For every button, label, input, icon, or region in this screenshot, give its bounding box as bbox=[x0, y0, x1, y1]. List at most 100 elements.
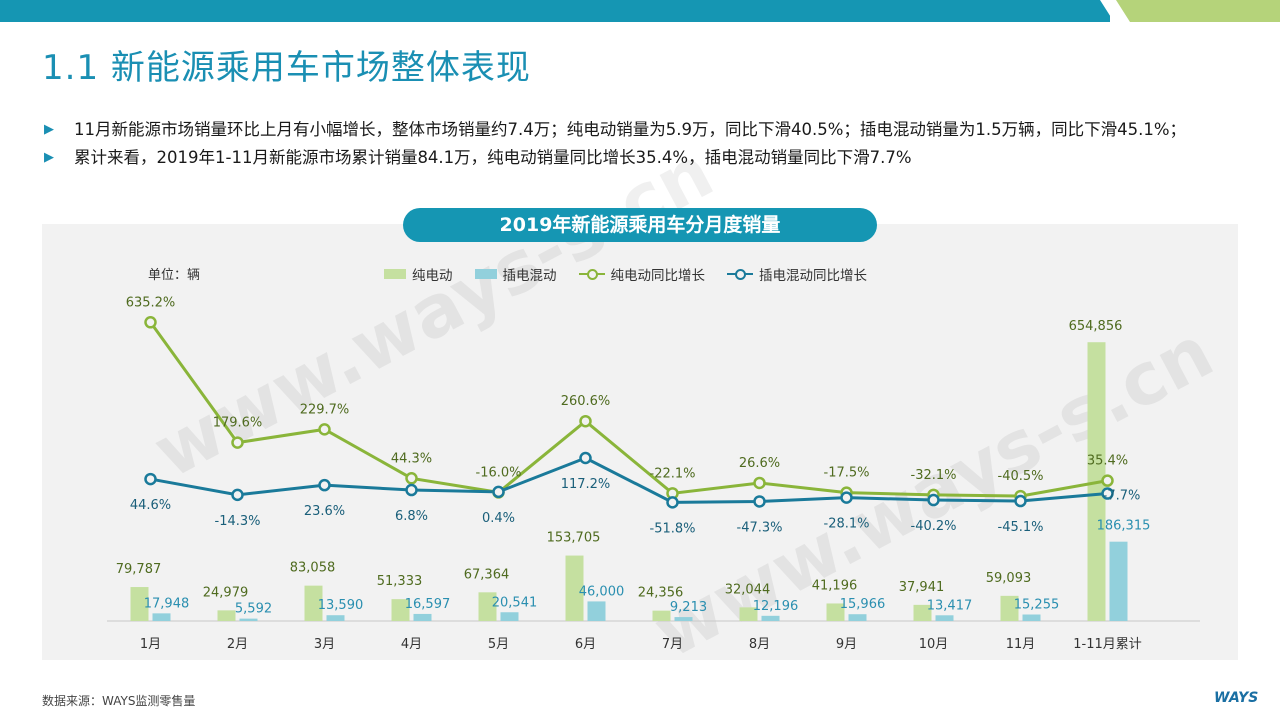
label-ev-growth: -16.0% bbox=[476, 465, 522, 480]
label-phev-growth: 44.6% bbox=[130, 498, 171, 513]
label-ev-growth: 35.4% bbox=[1087, 454, 1128, 469]
legend-item: 插电混动同比增长 bbox=[727, 264, 867, 284]
bar-phev-label: 186,315 bbox=[1097, 519, 1151, 534]
bar-phev bbox=[413, 613, 432, 621]
point-phev-growth bbox=[231, 488, 244, 502]
point-ev-growth bbox=[579, 414, 592, 428]
label-phev-growth: 23.6% bbox=[304, 504, 345, 519]
bar-ev-label: 41,196 bbox=[812, 578, 858, 593]
bullet-text: 11月新能源市场销量环比上月有小幅增长，整体市场销量约7.4万；纯电动销量为5.… bbox=[74, 120, 1187, 139]
label-phev-growth: -47.3% bbox=[737, 520, 783, 535]
summary-bullets: ▶ 11月新能源市场销量环比上月有小幅增长，整体市场销量约7.4万；纯电动销量为… bbox=[44, 116, 1244, 172]
bar-ev bbox=[391, 599, 410, 621]
legend-line-swatch bbox=[578, 268, 605, 280]
x-tick-label: 9月 bbox=[836, 637, 857, 652]
point-ev-growth bbox=[144, 316, 157, 329]
point-phev-growth bbox=[927, 493, 940, 507]
legend-label: 插电混动同比增长 bbox=[759, 268, 867, 284]
x-tick-label: 4月 bbox=[401, 637, 422, 652]
bar-phev-label: 16,597 bbox=[405, 597, 451, 612]
point-ev-growth bbox=[1101, 474, 1114, 487]
bar-phev bbox=[326, 615, 345, 621]
legend-item: 纯电动 bbox=[384, 264, 453, 284]
point-ev-growth bbox=[231, 436, 244, 449]
bar-phev-label: 13,590 bbox=[318, 598, 364, 613]
label-ev-growth: -22.1% bbox=[650, 466, 696, 481]
bar-phev-label: 17,948 bbox=[144, 596, 190, 611]
bar-ev bbox=[913, 604, 932, 621]
bullet-arrow-icon: ▶ bbox=[44, 122, 54, 137]
label-ev-growth: -32.1% bbox=[911, 468, 957, 483]
x-tick-label: 7月 bbox=[662, 637, 683, 652]
bar-phev bbox=[500, 612, 519, 621]
bar-ev-label: 24,356 bbox=[638, 586, 684, 601]
legend-item: 插电混动 bbox=[474, 264, 557, 284]
unit-label: 单位：辆 bbox=[148, 268, 201, 283]
x-tick-label: 5月 bbox=[488, 637, 509, 652]
bar-phev bbox=[587, 601, 606, 621]
point-phev-growth bbox=[318, 478, 331, 492]
data-source-note: 数据来源：WAYS监测零售量 bbox=[42, 694, 196, 708]
label-phev-growth: -28.1% bbox=[824, 517, 870, 532]
label-phev-growth: 0.4% bbox=[482, 511, 515, 526]
label-ev-growth: -40.5% bbox=[998, 469, 1044, 484]
bar-phev-label: 15,966 bbox=[840, 597, 886, 612]
bar-ev-label: 67,364 bbox=[464, 567, 510, 582]
bar-phev-label: 12,196 bbox=[753, 599, 799, 614]
bullet-text: 累计来看，2019年1-11月新能源市场累计销量84.1万，纯电动销量同比增长3… bbox=[74, 148, 912, 167]
bar-phev bbox=[1022, 614, 1041, 621]
bar-phev-label: 5,592 bbox=[235, 602, 272, 617]
bar-ev-label: 83,058 bbox=[290, 561, 336, 576]
bar-ev-label: 24,979 bbox=[203, 585, 249, 600]
legend-label: 纯电动 bbox=[412, 268, 453, 284]
page-title: 1.1 新能源乘用车市场整体表现 bbox=[42, 48, 531, 88]
bullet-item: ▶ 11月新能源市场销量环比上月有小幅增长，整体市场销量约7.4万；纯电动销量为… bbox=[44, 116, 1244, 144]
x-tick-label: 6月 bbox=[575, 637, 596, 652]
bar-ev-label: 37,941 bbox=[899, 580, 945, 595]
legend-item: 纯电动同比增长 bbox=[578, 264, 706, 284]
bar-ev-label: 32,044 bbox=[725, 582, 771, 597]
bullet-item: ▶ 累计来看，2019年1-11月新能源市场累计销量84.1万，纯电动销量同比增… bbox=[44, 144, 1244, 172]
label-phev-growth: 117.2% bbox=[561, 477, 611, 492]
point-phev-growth bbox=[1014, 494, 1027, 508]
top-banner bbox=[0, 0, 1280, 22]
bar-ev-label: 79,787 bbox=[116, 562, 162, 577]
x-tick-label: 2月 bbox=[227, 637, 248, 652]
bar-ev bbox=[1000, 595, 1019, 621]
point-phev-growth bbox=[144, 472, 157, 486]
line-phev-growth bbox=[150, 456, 1108, 504]
legend-label: 纯电动同比增长 bbox=[610, 268, 706, 284]
legend-line-swatch bbox=[727, 268, 753, 280]
label-phev-growth: 6.8% bbox=[395, 509, 428, 524]
bar-ev bbox=[304, 585, 323, 621]
x-tick-label: 3月 bbox=[314, 637, 335, 652]
bar-phev bbox=[935, 615, 954, 621]
label-ev-growth: 229.7% bbox=[300, 402, 350, 417]
point-phev-growth bbox=[579, 451, 592, 465]
legend-bar-swatch bbox=[384, 269, 406, 279]
bar-ev bbox=[652, 610, 671, 621]
bar-phev bbox=[848, 614, 867, 621]
chart-legend: 纯电动 插电混动 纯电动同比增长 插电混动同比增长 bbox=[384, 264, 867, 284]
label-phev-growth: -45.1% bbox=[998, 520, 1044, 535]
label-ev-growth: 44.3% bbox=[391, 451, 432, 466]
point-phev-growth bbox=[666, 496, 679, 509]
x-tick-label: 10月 bbox=[919, 637, 949, 652]
bar-phev bbox=[152, 613, 171, 621]
label-ev-growth: 26.6% bbox=[739, 456, 780, 471]
bar-phev bbox=[239, 618, 258, 621]
label-ev-growth: -17.5% bbox=[824, 466, 870, 481]
point-phev-growth bbox=[840, 491, 853, 504]
label-ev-growth: 260.6% bbox=[561, 394, 611, 409]
bar-phev bbox=[1109, 541, 1128, 621]
legend-bar-swatch bbox=[474, 269, 497, 279]
point-ev-growth bbox=[318, 423, 331, 436]
chart-title: 2019年新能源乘用车分月度销量 bbox=[403, 208, 877, 242]
point-phev-growth bbox=[753, 495, 766, 508]
bar-phev bbox=[674, 617, 693, 621]
bar-phev-label: 13,417 bbox=[927, 598, 973, 613]
x-tick-label: 1-11月累计 bbox=[1073, 637, 1142, 652]
ways-logo: WAYS bbox=[1214, 690, 1259, 706]
point-phev-growth bbox=[405, 483, 418, 497]
